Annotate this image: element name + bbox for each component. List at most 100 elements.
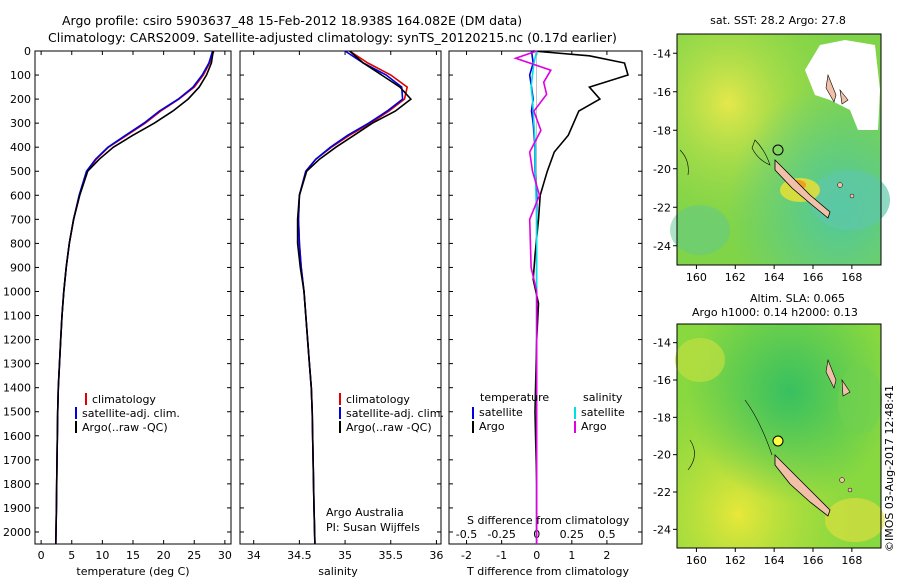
diff-panel-frame	[448, 50, 643, 545]
series-line-salinity-argo	[513, 50, 552, 544]
depth-tick-label: 800	[10, 237, 31, 250]
legend-label-temp-satellite: satellite	[479, 406, 523, 419]
x-tick-label: 35	[338, 549, 352, 562]
lat-tick-label: -20	[653, 449, 671, 462]
diff-legend: temperature salinity satellite Argo sate…	[467, 391, 630, 527]
legend-label-climatology: climatology	[92, 393, 156, 406]
depth-tick-label: 1600	[3, 430, 31, 443]
x-tick-label: 1	[568, 549, 575, 562]
legend-label-climatology: climatology	[346, 393, 410, 406]
x-tick-label: 10	[95, 549, 109, 562]
depth-tick-label: 300	[10, 117, 31, 130]
map1-title: sat. SST: 28.2 Argo: 27.8	[710, 14, 846, 27]
depth-tick-label: 400	[10, 141, 31, 154]
depth-tick-label: 1300	[3, 358, 31, 371]
lat-tick-label: -24	[653, 523, 671, 536]
lat-tick-label: -24	[653, 240, 671, 253]
depth-tick-label: 600	[10, 189, 31, 202]
lat-tick-label: -14	[653, 47, 671, 60]
s-diff-label: S difference from climatology	[467, 514, 630, 527]
map2-frame	[676, 323, 882, 549]
plot-title-line2: Climatology: CARS2009. Satellite-adjuste…	[48, 30, 617, 45]
depth-tick-label: 1500	[3, 406, 31, 419]
s-tick-label: -0.25	[487, 528, 515, 541]
lon-tick-label: 166	[803, 554, 824, 567]
x-tick-label: 20	[157, 549, 171, 562]
temp-legend: climatology satellite-adj. clim. Argo(..…	[75, 393, 180, 434]
legend-label-satellite: satellite-adj. clim.	[82, 407, 180, 420]
depth-tick-label: 1900	[3, 502, 31, 515]
x-tick-label: 35.5	[379, 549, 404, 562]
plot-title-line1: Argo profile: csiro 5903637_48 15-Feb-20…	[62, 13, 523, 28]
s-tick-label: 0.25	[560, 528, 585, 541]
argo-australia-note: Argo Australia	[326, 506, 404, 519]
lon-tick-label: 162	[725, 271, 746, 284]
lat-tick-label: -22	[653, 486, 671, 499]
legend-temp-title: temperature	[480, 391, 549, 404]
depth-tick-label: 1400	[3, 382, 31, 395]
map2-title1: Altim. SLA: 0.065	[750, 292, 845, 305]
depth-tick-label: 1100	[3, 310, 31, 323]
legend-label-argo: Argo(..raw -QC)	[82, 421, 168, 434]
lat-tick-label: -18	[653, 124, 671, 137]
lat-tick-label: -22	[653, 201, 671, 214]
lat-tick-label: -20	[653, 163, 671, 176]
depth-tick-label: 1700	[3, 454, 31, 467]
legend-label-sal-satellite: satellite	[581, 406, 625, 419]
depth-tick-label: 900	[10, 261, 31, 274]
depth-tick-label: 1200	[3, 334, 31, 347]
depth-tick-label: 2000	[3, 526, 31, 539]
x-tick-label: 15	[126, 549, 140, 562]
lon-tick-label: 166	[803, 271, 824, 284]
map2-title2: Argo h1000: 0.14 h2000: 0.13	[692, 306, 858, 319]
legend-label-satellite: satellite-adj. clim.	[346, 407, 444, 420]
lon-tick-label: 160	[686, 554, 707, 567]
map1-frame	[676, 33, 882, 266]
x-tick-label: 0	[38, 549, 45, 562]
x-tick-label: 25	[187, 549, 201, 562]
imos-credit: ©IMOS 03-Aug-2017 12:48:41	[883, 385, 896, 552]
lon-tick-label: 168	[841, 554, 862, 567]
series-line-argo-raw-qc-	[296, 50, 413, 545]
lon-tick-label: 164	[764, 271, 785, 284]
x-tick-label: 0	[533, 549, 540, 562]
series-line-argo-raw-qc-	[55, 50, 214, 545]
lon-tick-label: 162	[725, 554, 746, 567]
legend-label-temp-argo: Argo	[479, 420, 505, 433]
lat-tick-label: -14	[653, 337, 671, 350]
x-tick-label: 30	[218, 549, 232, 562]
map1-sst	[670, 34, 890, 265]
x-tick-label: -2	[461, 549, 472, 562]
depth-tick-label: 0	[24, 45, 31, 58]
map2-sla	[675, 324, 885, 548]
x-tick-label: -1	[496, 549, 507, 562]
x-tick-label: 34.5	[287, 549, 312, 562]
depth-tick-label: 100	[10, 69, 31, 82]
x-tick-label: 36	[429, 549, 443, 562]
legend-label-sal-argo: Argo	[581, 420, 607, 433]
x-tick-label: 2	[603, 549, 610, 562]
depth-tick-label: 500	[10, 165, 31, 178]
pi-note: PI: Susan Wijffels	[326, 521, 420, 534]
depth-tick-label: 200	[10, 93, 31, 106]
s-tick-label: -0.5	[456, 528, 477, 541]
s-tick-label: 0.5	[598, 528, 616, 541]
x-tick-label: 34	[247, 549, 261, 562]
lon-tick-label: 160	[686, 271, 707, 284]
lat-tick-label: -18	[653, 411, 671, 424]
depth-tick-label: 1000	[3, 285, 31, 298]
temp-xlabel: temperature (deg C)	[76, 565, 189, 578]
depth-tick-label: 1800	[3, 478, 31, 491]
sal-xlabel: salinity	[318, 565, 358, 578]
lon-tick-label: 168	[841, 271, 862, 284]
x-tick-label: 5	[68, 549, 75, 562]
sal-panel-frame	[239, 50, 442, 545]
lon-tick-label: 164	[764, 554, 785, 567]
lat-tick-label: -16	[653, 86, 671, 99]
legend-label-argo: Argo(..raw -QC)	[346, 421, 432, 434]
lat-tick-label: -16	[653, 374, 671, 387]
depth-tick-label: 700	[10, 213, 31, 226]
sal-legend: climatology satellite-adj. clim. Argo(..…	[326, 393, 444, 534]
